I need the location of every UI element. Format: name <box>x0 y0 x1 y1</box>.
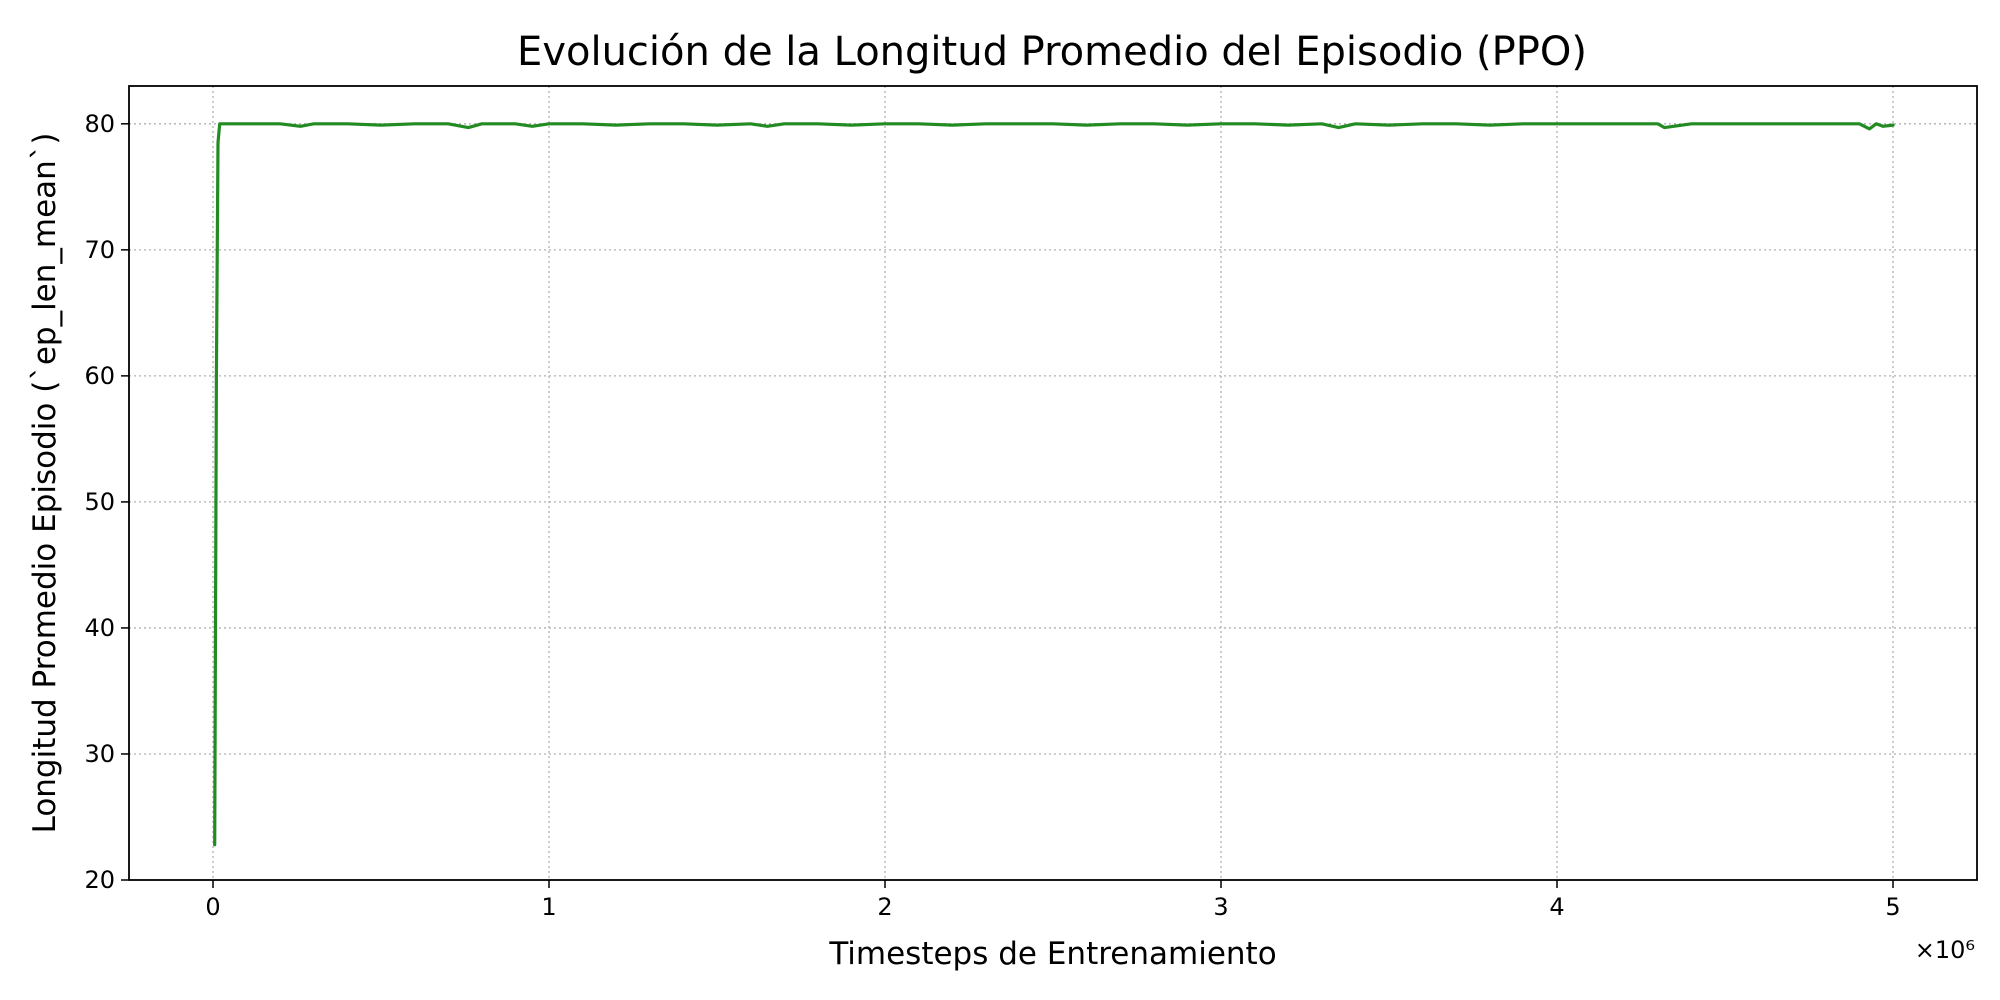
x-tick-label: 2 <box>877 893 892 921</box>
y-tick-label: 60 <box>84 362 115 390</box>
y-tick-label: 40 <box>84 614 115 642</box>
data-layer <box>213 122 1895 847</box>
tick-layer: 0 1 2 3 4 5 20 30 40 50 60 70 80 <box>84 110 1900 921</box>
y-tick-label: 50 <box>84 488 115 516</box>
x-tick-label: 0 <box>205 893 220 921</box>
chart-title: Evolución de la Longitud Promedio del Ep… <box>517 29 1587 75</box>
x-tick-label: 4 <box>1549 893 1564 921</box>
x-tick-label: 3 <box>1213 893 1228 921</box>
y-tick-label: 70 <box>84 236 115 264</box>
plot-frame <box>128 85 1978 881</box>
y-axis-label: Longitud Promedio Episodio (`ep_len_mean… <box>27 133 63 834</box>
y-tick-label: 30 <box>84 740 115 768</box>
x-tick-label: 5 <box>1885 893 1900 921</box>
grid-layer <box>129 86 1977 881</box>
series-line <box>213 122 1895 847</box>
x-axis-offset-label: ×10⁶ <box>1915 936 1975 964</box>
x-axis-label: Timesteps de Entrenamiento <box>828 936 1276 972</box>
y-tick-label: 80 <box>84 110 115 138</box>
y-tick-label: 20 <box>84 866 115 894</box>
x-tick-label: 1 <box>541 893 556 921</box>
